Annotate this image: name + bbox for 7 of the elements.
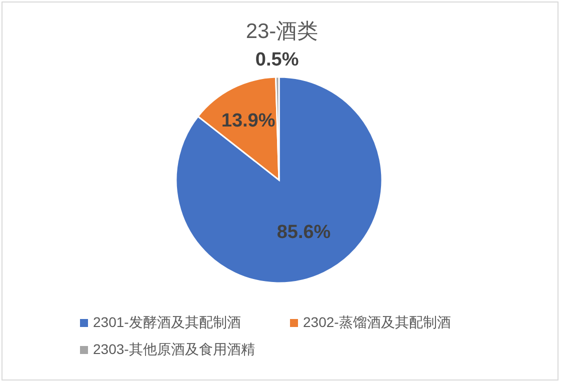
legend-label: 2302-蒸馏酒及其配制酒 [303,314,451,330]
chart-title: 23-酒类 [246,20,318,43]
data-label: 85.6% [276,222,331,243]
data-label: 13.9% [221,110,276,132]
legend-label: 2301-发酵酒及其配制酒 [93,314,241,330]
data-label: 0.5% [255,49,299,70]
legend-label: 2303-其他原酒及食用酒精 [93,341,255,357]
